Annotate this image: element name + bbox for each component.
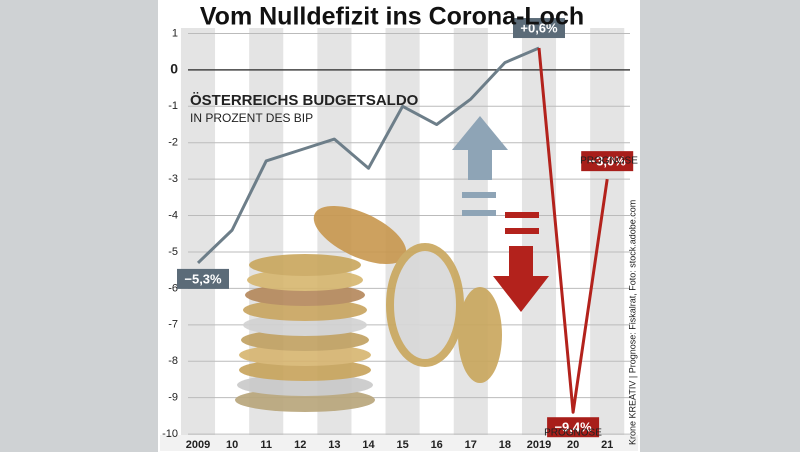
chart-title: Vom Nulldefizit ins Corona-Loch [200, 3, 584, 31]
x-tick-label: 15 [396, 439, 408, 451]
y-tick-label: 0 [170, 61, 178, 77]
column-stripe [590, 28, 625, 435]
x-tick-label: 10 [226, 439, 238, 451]
y-tick-label: -1 [168, 100, 178, 112]
y-tick-label: -5 [168, 246, 178, 258]
y-tick-label: -7 [168, 319, 178, 331]
x-tick-label: 2009 [186, 439, 210, 451]
y-tick-label: -9 [168, 392, 178, 404]
blurred-background [640, 0, 800, 452]
blurred-background [0, 0, 158, 452]
x-tick-label: 21 [601, 439, 613, 451]
series-line [196, 46, 540, 264]
y-tick-label: -2 [168, 137, 178, 149]
y-tick-label: -3 [168, 173, 178, 185]
value-label: −5,3% [184, 271, 222, 286]
y-tick-label: -10 [162, 428, 178, 440]
x-tick-label: 13 [328, 439, 340, 451]
x-tick-label: 12 [294, 439, 306, 451]
arrow-down [493, 212, 549, 312]
annotation: PROGNOSE [544, 428, 602, 439]
y-tick-label: -6 [168, 282, 178, 294]
y-tick-label: -4 [168, 209, 178, 221]
value-label: −3,0% [589, 154, 627, 169]
axis-unit: IN PROZENT DES BIP [190, 111, 313, 125]
x-tick-label: 16 [431, 439, 443, 451]
annotation: PROGNOSE [580, 156, 638, 167]
value-label-box [581, 151, 634, 172]
x-tick-label: 2019 [527, 439, 551, 451]
column-stripe [180, 28, 216, 435]
source: Krone KREATIV | Prognose: Fiskalrat, Fot… [627, 200, 637, 445]
x-tick-label: 18 [499, 439, 511, 451]
subtitle: ÖSTERREICHS BUDGETSALDO [190, 92, 419, 109]
x-tick-label: 11 [260, 439, 272, 451]
x-axis-band [160, 435, 638, 451]
x-tick-label: 20 [567, 439, 579, 451]
x-tick-label: 17 [465, 439, 477, 451]
value-label: −9,4% [554, 420, 592, 435]
y-tick-label: -8 [168, 355, 178, 367]
series-line [537, 47, 609, 414]
x-tick-label: 14 [362, 439, 375, 451]
value-label-box [513, 18, 565, 39]
y-tick-label: 1 [172, 27, 178, 39]
value-label-box [547, 417, 600, 438]
arrow-up [452, 116, 508, 216]
value-label-box [177, 268, 229, 289]
value-label: +0,6% [520, 20, 558, 35]
coins-illustration [235, 205, 502, 412]
